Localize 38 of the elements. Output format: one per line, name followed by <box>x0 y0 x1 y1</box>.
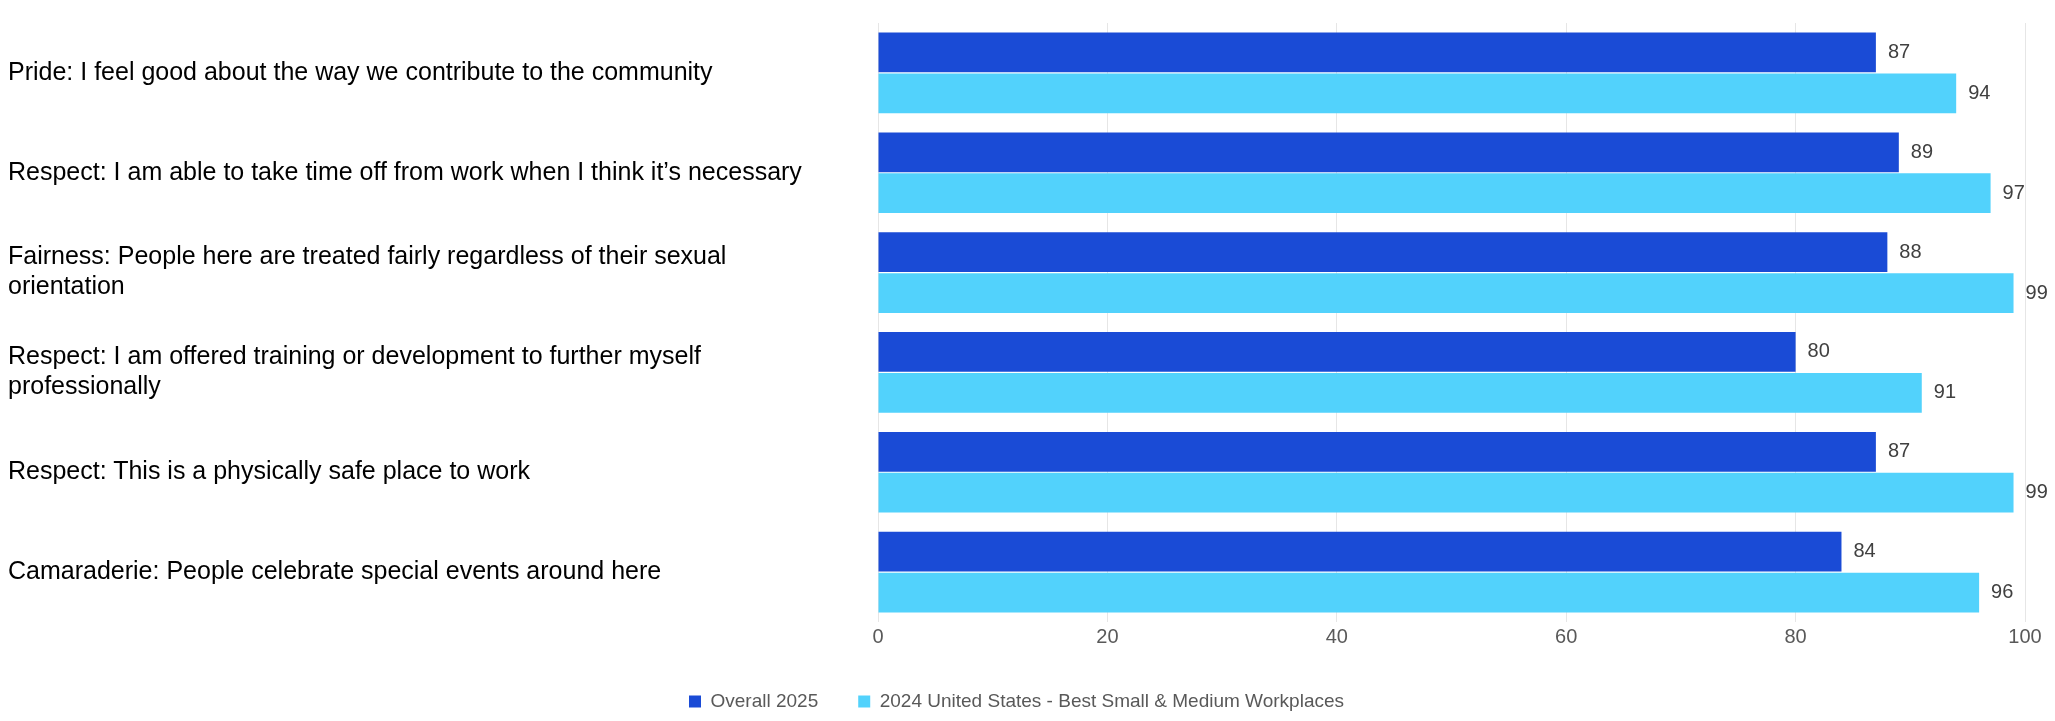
y-tick-label: Pride: I feel good about the way we contribute to the community <box>8 56 714 85</box>
x-tick-label: 40 <box>1325 624 1348 647</box>
y-tick-label: Respect: This is a physically safe place to work <box>8 456 531 485</box>
data-label: 89 <box>1910 139 1934 162</box>
data-label: 91 <box>1933 380 1957 403</box>
data-label: 80 <box>1807 339 1830 362</box>
data-label: 84 <box>1853 539 1876 562</box>
bar <box>878 173 1991 214</box>
bar <box>878 73 1957 114</box>
y-tick-label: Respect: I am able to take time off from work when I think it’s necessary <box>8 156 803 185</box>
data-label: 94 <box>1968 80 1991 103</box>
data-label: 87 <box>1887 39 1911 62</box>
data-label: 99 <box>2025 280 2048 303</box>
bar <box>878 232 1888 272</box>
y-tick-label: Respect: I am offered training or development to further myself professionally <box>8 341 701 400</box>
bar <box>878 431 1876 472</box>
x-tick-label: 20 <box>1096 624 1119 647</box>
data-label: 88 <box>1899 239 1922 262</box>
data-label: 96 <box>1991 580 2014 603</box>
bar <box>878 472 2014 513</box>
bar <box>878 132 1899 173</box>
data-label: 97 <box>2002 180 2025 203</box>
data-label: 99 <box>2025 480 2048 503</box>
legend-label: 2024 United States - Best Small & Medium Workplaces <box>879 689 1345 711</box>
bar <box>878 332 1796 372</box>
legend-label: Overall 2025 <box>710 689 819 711</box>
y-tick-label: Camaraderie: People celebrate special events around here <box>8 555 662 584</box>
bar <box>878 531 1842 572</box>
x-tick-label: 100 <box>2008 624 2042 647</box>
x-tick-label: 80 <box>1784 624 1807 647</box>
data-label: 87 <box>1887 439 1911 462</box>
bar <box>878 572 1980 613</box>
y-tick-label: Fairness: People here are treated fairly regardless of their sexual orientation <box>8 241 727 300</box>
x-tick-label: 60 <box>1555 624 1578 647</box>
bar <box>878 373 1922 413</box>
bar <box>878 273 2014 313</box>
x-tick-label: 0 <box>872 624 884 647</box>
bar <box>878 32 1876 73</box>
